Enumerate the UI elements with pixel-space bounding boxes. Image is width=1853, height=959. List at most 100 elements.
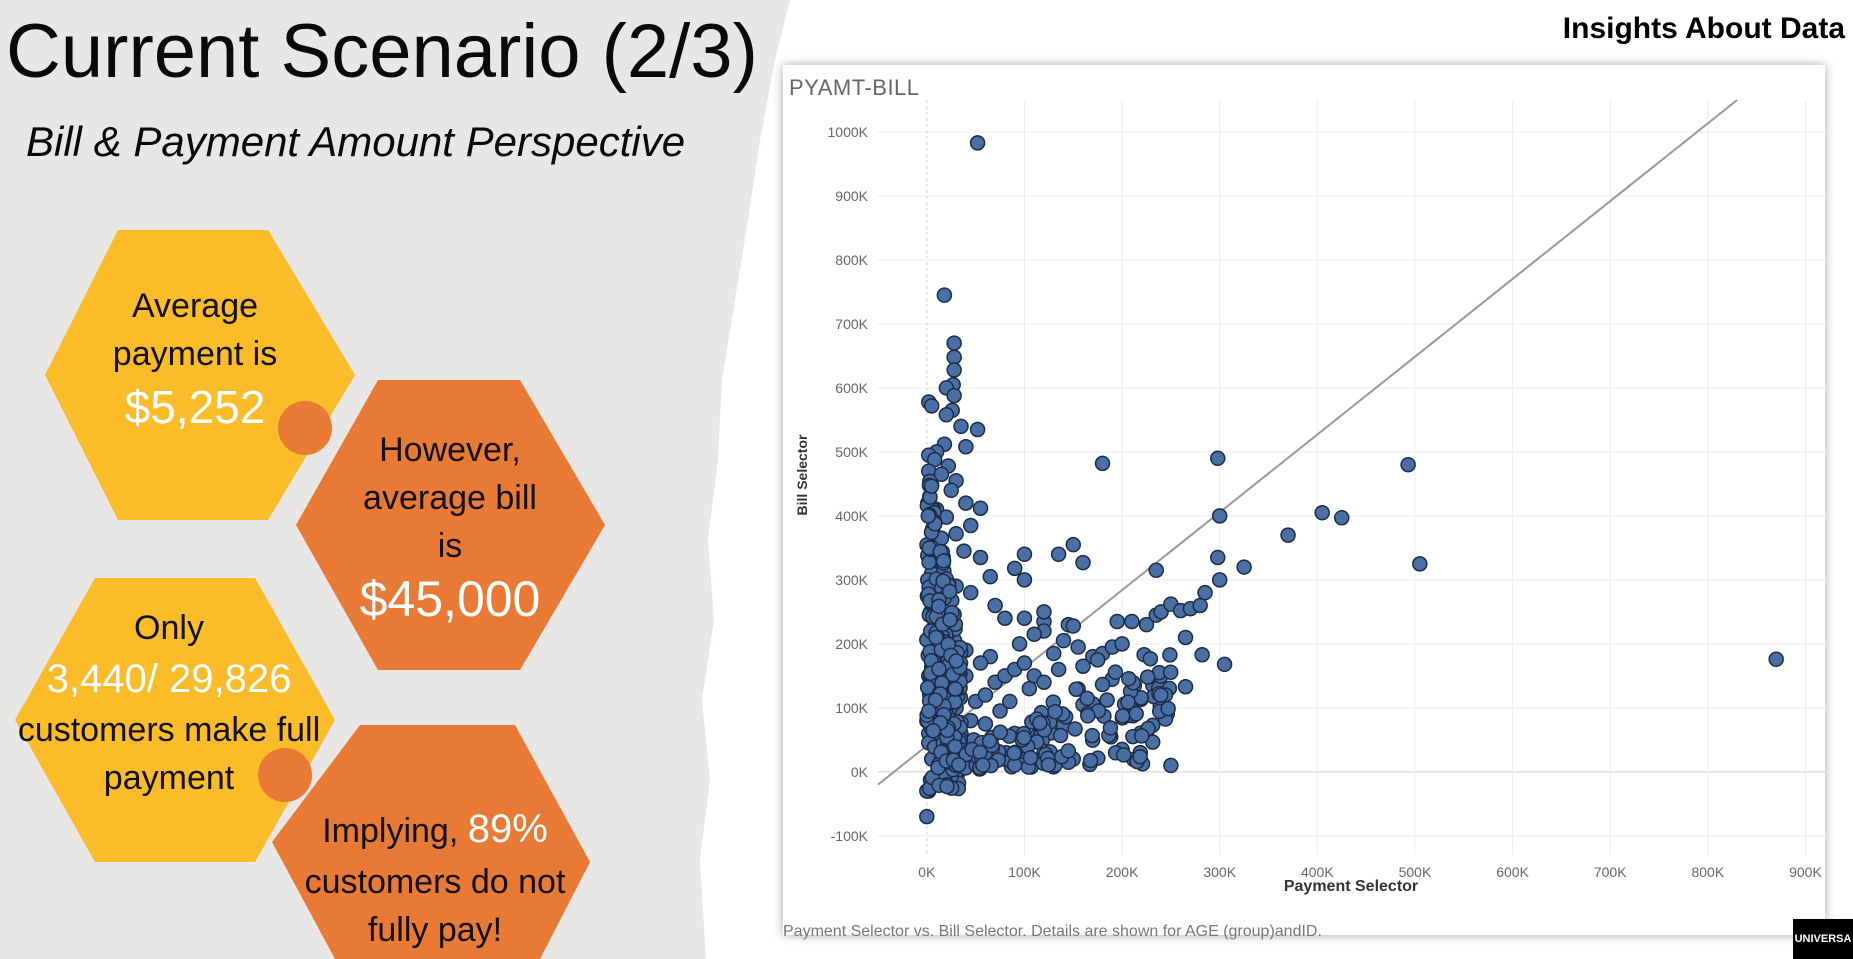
scatter-point[interactable] xyxy=(975,757,991,773)
scatter-point[interactable] xyxy=(953,418,969,435)
scatter-point[interactable] xyxy=(1021,680,1038,697)
scatter-point[interactable] xyxy=(936,287,953,303)
scatter-point[interactable] xyxy=(1080,708,1096,724)
scatter-point[interactable] xyxy=(946,387,962,404)
scatter-point[interactable] xyxy=(1211,572,1228,588)
scatter-point[interactable] xyxy=(1099,692,1115,708)
scatter-point[interactable] xyxy=(919,808,935,825)
scatter-point[interactable] xyxy=(1194,646,1210,663)
scatter-point[interactable] xyxy=(1016,655,1033,671)
scatter-point[interactable] xyxy=(1120,694,1136,710)
scatter-point[interactable] xyxy=(1107,664,1124,680)
scatter-point[interactable] xyxy=(923,398,940,414)
scatter-point[interactable] xyxy=(962,584,979,601)
scatter-point[interactable] xyxy=(1067,721,1083,737)
scatter-point[interactable] xyxy=(1400,456,1416,473)
scatter-point[interactable] xyxy=(1163,757,1179,774)
scatter-point[interactable] xyxy=(1094,676,1111,693)
scatter-point[interactable] xyxy=(1160,700,1176,717)
scatter-point[interactable] xyxy=(1065,618,1082,634)
scatter-point[interactable] xyxy=(1002,693,1018,710)
scatter-point[interactable] xyxy=(1139,669,1156,685)
scatter-point[interactable] xyxy=(956,543,972,559)
scatter-point[interactable] xyxy=(943,482,959,499)
scatter-point[interactable] xyxy=(1132,748,1148,765)
scatter-point[interactable] xyxy=(1109,613,1125,630)
scatter-point[interactable] xyxy=(1047,703,1063,720)
scatter-point[interactable] xyxy=(1011,636,1028,652)
scatter-point[interactable] xyxy=(948,653,964,669)
scatter-point[interactable] xyxy=(1280,527,1296,543)
scatter-point[interactable] xyxy=(942,612,958,628)
scatter-point[interactable] xyxy=(1050,546,1067,563)
scatter-point[interactable] xyxy=(1016,572,1033,588)
scatter-point[interactable] xyxy=(931,661,947,677)
scatter-point[interactable] xyxy=(1162,664,1179,680)
scatter-point[interactable] xyxy=(982,568,999,585)
scatter-point[interactable] xyxy=(1177,629,1194,646)
scatter-point[interactable] xyxy=(1412,556,1428,572)
scatter-point[interactable] xyxy=(1065,536,1082,553)
scatter-point[interactable] xyxy=(930,598,947,615)
scatter-point[interactable] xyxy=(1022,749,1039,766)
scatter-point[interactable] xyxy=(1036,674,1052,690)
scatter-point[interactable] xyxy=(1055,632,1072,649)
scatter-point[interactable] xyxy=(1121,670,1137,687)
scatter-point[interactable] xyxy=(972,549,989,566)
scatter-point[interactable] xyxy=(1026,626,1042,643)
scatter-point[interactable] xyxy=(920,508,937,524)
scatter-point[interactable] xyxy=(947,681,964,697)
scatter-point[interactable] xyxy=(1070,639,1086,655)
scatter-point[interactable] xyxy=(923,478,940,494)
scatter-point[interactable] xyxy=(972,655,989,671)
scatter-point[interactable] xyxy=(1142,650,1159,667)
scatter-point[interactable] xyxy=(1177,678,1194,695)
scatter-point[interactable] xyxy=(1089,652,1106,668)
scatter-point[interactable] xyxy=(1006,560,1023,577)
scatter-point[interactable] xyxy=(1016,729,1032,746)
scatter-point[interactable] xyxy=(1075,658,1091,674)
scatter-point[interactable] xyxy=(1768,651,1784,667)
scatter-point[interactable] xyxy=(1124,613,1140,630)
scatter-point[interactable] xyxy=(1084,727,1101,744)
scatter-point[interactable] xyxy=(946,362,962,378)
scatter-point[interactable] xyxy=(950,757,967,773)
scatter-point[interactable] xyxy=(1006,745,1022,761)
scatter-point[interactable] xyxy=(1016,610,1033,627)
scatter-point[interactable] xyxy=(1114,708,1131,724)
scatter-point[interactable] xyxy=(1079,690,1095,707)
scatter-point[interactable] xyxy=(925,722,941,739)
scatter-point[interactable] xyxy=(1211,508,1228,524)
scatter-point[interactable] xyxy=(962,517,979,534)
scatter-point[interactable] xyxy=(1050,661,1067,678)
scatter-point[interactable] xyxy=(946,349,962,365)
scatter-point[interactable] xyxy=(1045,645,1062,662)
scatter-point[interactable] xyxy=(1197,584,1213,601)
scatter-point[interactable] xyxy=(1052,727,1069,744)
scatter-point[interactable] xyxy=(972,500,989,516)
scatter-point[interactable] xyxy=(1016,546,1033,563)
scatter-point[interactable] xyxy=(928,629,944,646)
scatter-point[interactable] xyxy=(977,687,994,703)
scatter-point[interactable] xyxy=(1192,597,1208,614)
scatter-point[interactable] xyxy=(1153,687,1169,703)
scatter-point[interactable] xyxy=(1036,604,1052,620)
scatter-point[interactable] xyxy=(1068,681,1084,698)
scatter-point[interactable] xyxy=(958,439,974,455)
scatter-point[interactable] xyxy=(939,778,955,795)
scatter-point[interactable] xyxy=(1148,562,1164,579)
scatter-point[interactable] xyxy=(927,692,944,708)
scatter-point[interactable] xyxy=(935,553,952,569)
scatter-point[interactable] xyxy=(1040,757,1057,773)
scatter-point[interactable] xyxy=(1133,728,1150,744)
scatter-point[interactable] xyxy=(969,421,986,438)
scatter-point[interactable] xyxy=(1102,720,1119,736)
scatter-point[interactable] xyxy=(969,135,986,151)
scatter-point[interactable] xyxy=(938,407,955,423)
scatter-point[interactable] xyxy=(997,610,1013,627)
scatter-point[interactable] xyxy=(958,495,974,511)
scatter-point[interactable] xyxy=(1032,715,1048,731)
scatter-point[interactable] xyxy=(981,733,998,749)
scatter-point[interactable] xyxy=(921,703,937,719)
scatter-point[interactable] xyxy=(933,466,950,483)
